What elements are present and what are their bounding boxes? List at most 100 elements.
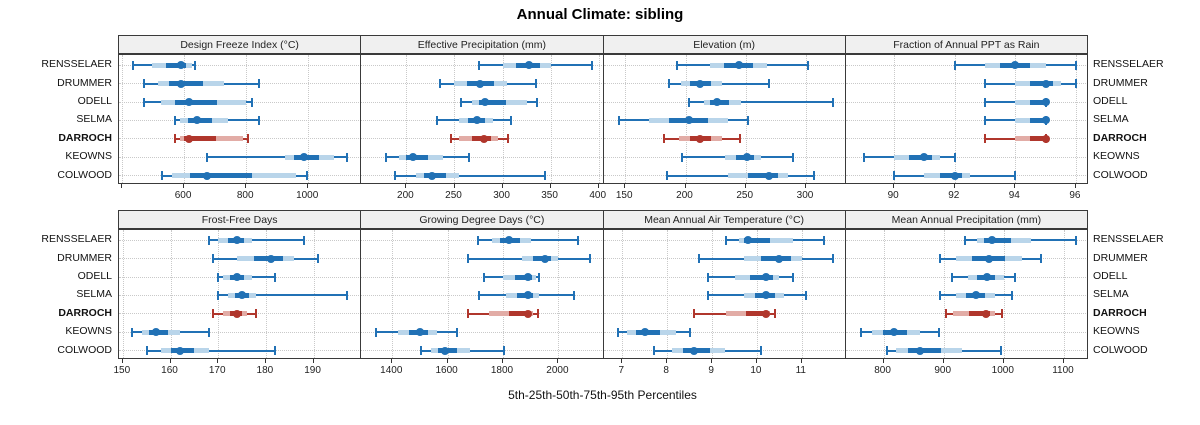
axis-tick xyxy=(624,184,626,188)
panel-header-effective-precipitation-mm: Effective Precipitation (mm) xyxy=(360,35,604,54)
median-dot xyxy=(685,116,694,125)
median-dot xyxy=(775,254,784,263)
gridline-horizontal xyxy=(361,331,603,333)
median-dot xyxy=(1041,98,1050,106)
axis-tick xyxy=(953,184,955,188)
cap-5th xyxy=(439,79,442,89)
site-label-darroch: DARROCH xyxy=(58,306,112,319)
site-label-selma: SELMA xyxy=(76,288,112,301)
band-core xyxy=(984,237,1012,243)
median-dot xyxy=(950,171,959,180)
cap-5th xyxy=(482,272,485,282)
gridline-vertical xyxy=(122,55,124,183)
cap-95th xyxy=(246,134,249,144)
gridline-vertical xyxy=(954,55,956,183)
cap-5th xyxy=(680,152,683,162)
site-label-odell: ODELL xyxy=(77,95,112,107)
gridline-horizontal xyxy=(845,156,1087,158)
cap-95th xyxy=(589,254,592,264)
site-label-darroch: DARROCH xyxy=(58,131,112,144)
median-dot xyxy=(640,328,649,337)
axis-tick xyxy=(597,184,599,188)
median-dot xyxy=(184,98,193,106)
site-label-colwood: COLWOOD xyxy=(57,168,112,181)
median-dot xyxy=(233,236,242,245)
gridline-horizontal xyxy=(845,138,1087,140)
cap-95th xyxy=(831,97,834,107)
site-label-odell: ODELL xyxy=(1093,270,1128,282)
band-core xyxy=(515,274,533,280)
median-dot xyxy=(712,98,721,106)
cap-5th xyxy=(652,346,655,356)
cap-95th xyxy=(510,115,513,125)
median-dot xyxy=(523,309,532,318)
gridline-vertical xyxy=(894,55,896,183)
cap-5th xyxy=(893,171,896,181)
cap-95th xyxy=(805,290,808,300)
gridline-vertical xyxy=(502,55,504,183)
cap-95th xyxy=(257,115,260,125)
site-label-rensselaer: RENSSELAER xyxy=(1093,58,1164,71)
cap-5th xyxy=(984,97,987,107)
cap-95th xyxy=(207,327,210,337)
cap-5th xyxy=(477,60,480,70)
axis-tick xyxy=(501,184,503,188)
cap-5th xyxy=(693,309,696,319)
axis-tick xyxy=(684,184,686,188)
cap-95th xyxy=(1001,309,1004,319)
axis-tick-label: 800 xyxy=(236,190,254,201)
axis-tick-label: 200 xyxy=(397,190,414,201)
median-dot xyxy=(920,153,929,162)
median-dot xyxy=(764,171,773,180)
cap-95th xyxy=(305,171,308,181)
site-label-colwood: COLWOOD xyxy=(1093,343,1148,356)
cap-95th xyxy=(572,290,575,300)
axis-tick xyxy=(217,359,219,363)
median-dot xyxy=(523,291,532,300)
panel-plot-growing-degree-days-c xyxy=(360,229,604,359)
axis-tick-label: 400 xyxy=(589,190,607,201)
axis-tick-label: 1100 xyxy=(1052,365,1074,376)
gridline-vertical xyxy=(550,55,552,183)
axis-tick-label: 1400 xyxy=(380,365,403,376)
median-dot xyxy=(415,328,424,337)
median-dot xyxy=(440,346,449,355)
cap-95th xyxy=(937,327,940,337)
axis-tick-label: 1600 xyxy=(435,365,458,376)
cap-95th xyxy=(537,272,540,282)
gridline-vertical xyxy=(745,55,747,183)
cap-95th xyxy=(1040,254,1043,264)
axis-tick-label: 200 xyxy=(676,190,693,201)
median-dot xyxy=(695,79,704,88)
cap-95th xyxy=(543,171,546,181)
cap-95th xyxy=(257,79,260,89)
cap-5th xyxy=(984,134,987,144)
gridline-vertical xyxy=(712,230,714,358)
axis-tick xyxy=(453,184,455,188)
axis-tick-label: 1000 xyxy=(991,365,1014,376)
axis-tick-label: 300 xyxy=(493,190,510,201)
whisker-5-95 xyxy=(218,294,347,297)
panel-header-elevation-m: Elevation (m) xyxy=(602,35,846,54)
axis-tick-label: 170 xyxy=(208,365,226,376)
axis-tick xyxy=(800,359,802,363)
cap-5th xyxy=(953,60,956,70)
cap-5th xyxy=(145,346,148,356)
site-label-drummer: DRUMMER xyxy=(57,251,112,264)
median-dot xyxy=(695,134,704,143)
whisker-5-95 xyxy=(394,174,545,177)
site-label-drummer: DRUMMER xyxy=(57,76,112,89)
site-label-keowns: KEOWNS xyxy=(65,325,112,338)
gridline-vertical xyxy=(503,230,505,358)
cap-5th xyxy=(131,327,134,337)
median-dot xyxy=(987,236,996,245)
gridline-horizontal xyxy=(119,64,361,66)
axis-tick-label: 90 xyxy=(887,190,899,201)
cap-5th xyxy=(706,290,709,300)
axis-tick-label: 350 xyxy=(541,190,558,201)
axis-tick xyxy=(1074,184,1076,188)
site-label-rensselaer: RENSSELAER xyxy=(41,58,112,71)
band-core xyxy=(184,136,216,142)
median-dot xyxy=(524,61,533,70)
